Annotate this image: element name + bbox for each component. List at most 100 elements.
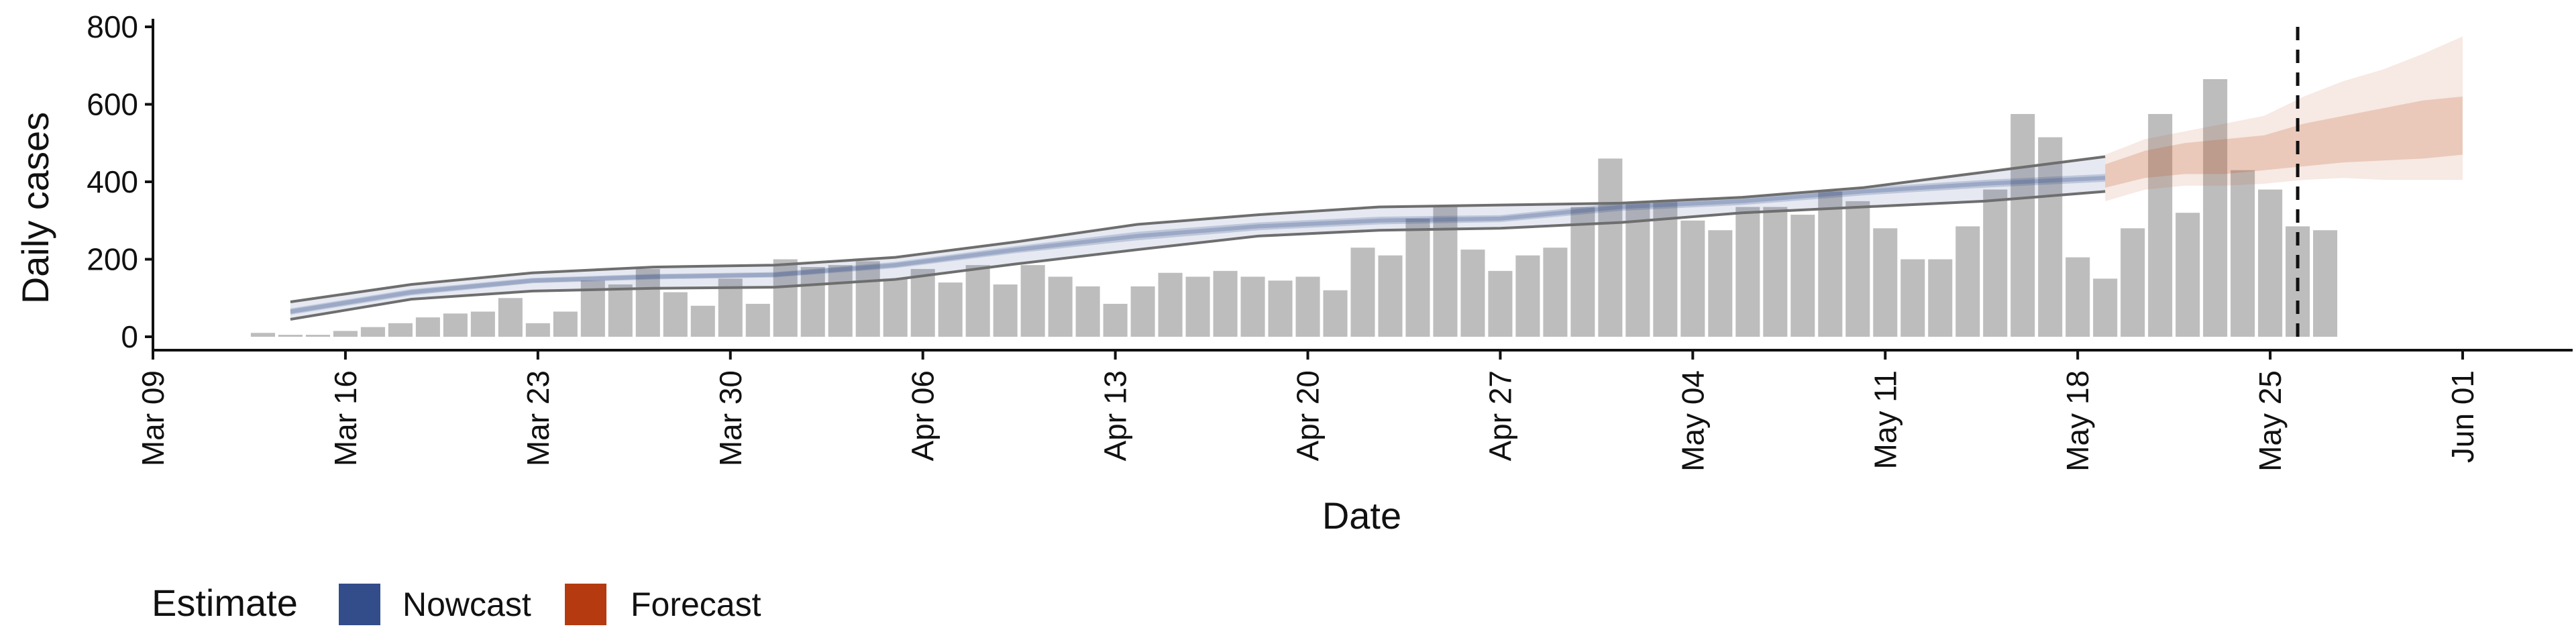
- x-tick-label: May 04: [1675, 370, 1710, 472]
- estimate-bands: [290, 36, 2463, 319]
- case-bar: [333, 331, 358, 337]
- x-tick-label: May 25: [2253, 370, 2288, 472]
- nowcast-band-50: [290, 174, 2106, 315]
- case-bar: [2176, 213, 2200, 337]
- case-bar: [1598, 158, 1623, 337]
- case-bar: [635, 268, 660, 337]
- case-bar: [1185, 276, 1210, 337]
- case-bar: [1020, 265, 1045, 337]
- case-bar: [2093, 278, 2118, 337]
- x-tick-label: Apr 27: [1483, 370, 1517, 462]
- y-tick-label: 0: [121, 319, 138, 354]
- case-bars: [250, 78, 2338, 337]
- case-bar: [360, 327, 385, 337]
- case-bar: [1983, 189, 2008, 337]
- case-bar: [1130, 286, 1155, 337]
- case-bar: [965, 265, 990, 337]
- case-bar: [1075, 286, 1100, 337]
- case-bar: [470, 311, 495, 337]
- case-bar: [1543, 248, 1568, 337]
- case-bar: [1213, 270, 1238, 337]
- x-tick-label: Mar 30: [713, 370, 748, 466]
- x-tick-label: May 11: [1868, 370, 1902, 469]
- legend-label-nowcast: Nowcast: [402, 586, 531, 623]
- case-bar: [1268, 280, 1293, 337]
- case-bar: [388, 323, 413, 337]
- nowcast-median: [290, 176, 2106, 314]
- case-bar: [553, 311, 578, 337]
- case-bar: [1048, 276, 1073, 337]
- case-bar: [1818, 191, 1843, 337]
- case-bar: [1323, 290, 1348, 337]
- case-bar: [2038, 137, 2063, 337]
- axes: [152, 19, 2573, 352]
- case-bar: [1790, 215, 1815, 337]
- x-tick-label: Mar 09: [136, 370, 170, 466]
- x-tick-label: May 18: [2060, 370, 2095, 472]
- case-bar: [1845, 201, 1870, 337]
- x-tick-label: Apr 20: [1291, 370, 1326, 462]
- x-axis-title: Date: [1322, 494, 1401, 537]
- case-bar: [498, 298, 523, 337]
- x-ticks: Mar 09 Mar 16 Mar 23 Mar 30 Apr 06 Apr 13 Apr …: [136, 350, 2480, 472]
- case-bar: [1735, 207, 1760, 337]
- case-bar: [1460, 250, 1485, 337]
- case-bar: [1350, 248, 1375, 337]
- x-tick-label: Jun 01: [2445, 370, 2480, 463]
- case-bar: [1900, 259, 1925, 337]
- case-bar: [2203, 78, 2228, 337]
- x-tick-label: Mar 23: [521, 370, 555, 466]
- legend: Estimate Nowcast Forecast: [152, 582, 761, 625]
- y-tick-label: 200: [87, 242, 138, 277]
- interval-lines: [290, 155, 2106, 321]
- case-bar: [1653, 201, 1678, 337]
- case-bar: [1570, 207, 1595, 337]
- y-tick-label: 600: [87, 87, 138, 122]
- nowcast-band-90: [290, 156, 2106, 319]
- case-bar: [1708, 230, 1733, 337]
- legend-label-forecast: Forecast: [631, 586, 761, 623]
- case-bar: [1680, 220, 1705, 337]
- case-bar: [1928, 259, 1953, 337]
- forecast-band-90: [2105, 36, 2463, 201]
- case-bar: [1295, 276, 1320, 337]
- forecast-band-50: [2105, 96, 2463, 188]
- case-bar: [1405, 218, 1430, 337]
- case-bar: [305, 335, 330, 337]
- case-bar: [443, 313, 468, 337]
- case-bar: [2313, 230, 2338, 337]
- nowcast-lower-line: [290, 190, 2106, 321]
- y-tick-label: 400: [87, 164, 138, 199]
- case-bar: [1240, 276, 1265, 337]
- case-bar: [663, 292, 688, 337]
- x-tick-label: Mar 16: [328, 370, 363, 466]
- case-bar: [1488, 270, 1513, 337]
- y-axis-title: Daily cases: [14, 112, 56, 304]
- legend-swatch-forecast: [565, 584, 606, 625]
- case-bar: [2065, 257, 2090, 337]
- case-bar: [910, 268, 935, 337]
- case-bar: [1955, 226, 1980, 337]
- case-bar: [2258, 189, 2283, 337]
- case-bar: [1103, 303, 1128, 337]
- legend-title: Estimate: [152, 582, 298, 624]
- case-bar: [745, 303, 770, 337]
- case-bar: [2148, 113, 2173, 337]
- case-bar: [278, 335, 303, 337]
- case-bar: [1515, 255, 1540, 337]
- case-bar: [855, 261, 880, 337]
- case-bar: [883, 278, 908, 337]
- case-bar: [525, 323, 550, 337]
- case-bar: [938, 282, 963, 337]
- case-bar: [1873, 228, 1898, 337]
- case-bar: [2231, 170, 2255, 337]
- case-bar: [1158, 272, 1183, 337]
- case-bar: [250, 333, 275, 337]
- case-bar: [415, 317, 440, 337]
- case-bar: [690, 305, 715, 337]
- legend-swatch-nowcast: [339, 584, 380, 625]
- y-tick-label: 800: [87, 9, 138, 44]
- case-bar: [993, 284, 1018, 337]
- case-bar: [2121, 228, 2145, 337]
